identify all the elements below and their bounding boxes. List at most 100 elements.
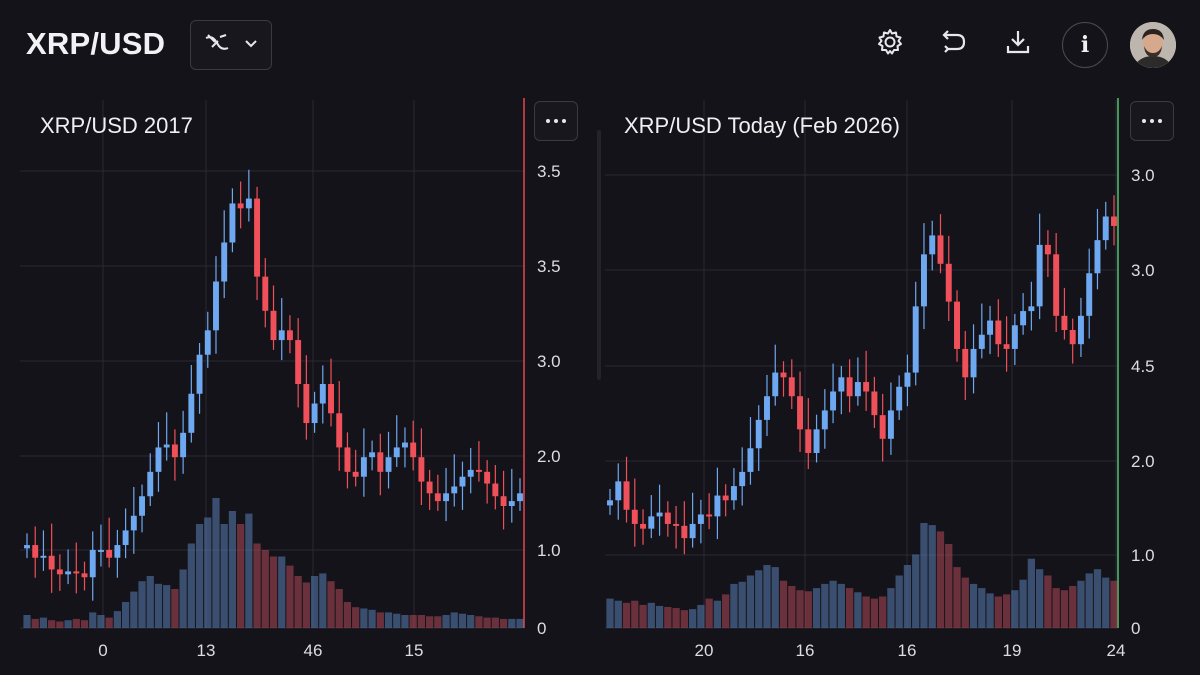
settings-button[interactable] <box>872 26 908 62</box>
candle-body <box>730 486 737 501</box>
volume-bar <box>113 611 121 628</box>
candle-body <box>871 391 878 416</box>
volume-bar <box>763 565 771 628</box>
candle-body <box>615 481 622 501</box>
candle-body <box>722 495 729 501</box>
candle-body <box>945 263 952 302</box>
volume-bar <box>697 604 705 628</box>
volume-bar <box>1102 577 1110 628</box>
volume-bar <box>171 589 179 628</box>
candle-body <box>681 525 688 539</box>
candle-body <box>904 372 911 387</box>
candle-body <box>656 512 663 517</box>
candle-body <box>978 334 985 349</box>
volume-bar <box>845 588 854 628</box>
candle-body <box>336 413 343 448</box>
right-candlestick-chart[interactable]: 0 1.0 2.0 4.5 3.0 3.0 20 16 16 19 24 <box>600 95 1200 675</box>
volume-bar <box>376 612 384 628</box>
candle-body <box>237 203 244 209</box>
candle-body <box>607 500 613 506</box>
panel-divider[interactable] <box>597 130 601 380</box>
app-title: XRP/USD <box>26 26 166 61</box>
candle-body <box>369 452 376 458</box>
volume-bar <box>746 575 755 628</box>
volume-bar <box>89 612 97 628</box>
candle-body <box>1011 325 1018 349</box>
candle-body <box>484 471 491 484</box>
replay-button[interactable] <box>936 26 972 62</box>
avatar[interactable] <box>1130 22 1176 68</box>
candle-body <box>1053 254 1060 316</box>
volume-bar <box>771 567 779 628</box>
volume-bar <box>672 608 680 628</box>
volume-bar <box>854 592 862 628</box>
volume-bar <box>779 580 788 628</box>
candle-body <box>426 481 433 494</box>
volume-bar <box>953 567 961 628</box>
candle-body <box>706 514 713 517</box>
candle-body <box>171 444 178 458</box>
candle-body <box>73 571 80 574</box>
left-chart-more-button[interactable] <box>534 101 578 141</box>
volume-bar <box>622 602 631 628</box>
volume-bar <box>994 596 1002 628</box>
candle-body <box>48 555 55 570</box>
volume-bar <box>631 600 639 628</box>
candle-body <box>714 495 721 517</box>
y-tick-label: 1.0 <box>537 541 561 560</box>
download-button[interactable] <box>1000 26 1036 62</box>
volume-bar <box>245 513 253 628</box>
candle-body <box>962 348 969 378</box>
y-tick-label: 4.5 <box>1131 357 1155 376</box>
candle-body <box>764 396 770 420</box>
volume-bar <box>426 616 434 628</box>
candle-body <box>319 384 326 404</box>
info-button[interactable]: i <box>1062 22 1108 68</box>
candle-body <box>805 429 812 453</box>
candle-body <box>987 320 994 335</box>
volume-bar <box>1027 558 1036 628</box>
candle-body <box>139 496 145 516</box>
candle-body <box>221 242 228 282</box>
left-candlestick-chart[interactable]: 0 1.0 2.0 3.0 3.5 3.5 0 13 46 15 <box>0 95 600 675</box>
volume-bar <box>434 616 442 628</box>
volume-bar <box>204 517 212 628</box>
volume-bar <box>237 524 245 628</box>
volume-bar <box>796 590 804 628</box>
volume-bar <box>1060 590 1069 628</box>
volume-bar <box>1019 579 1027 628</box>
volume-bar <box>72 618 80 628</box>
volume-bar <box>614 600 622 628</box>
candle-body <box>89 549 96 578</box>
candle-body <box>1044 244 1051 255</box>
volume-bar <box>335 589 343 628</box>
candle-body <box>1086 273 1093 316</box>
volume-bar <box>862 596 870 628</box>
right-chart-more-button[interactable] <box>1130 101 1174 141</box>
candle-body <box>879 415 886 439</box>
info-icon: i <box>1080 32 1090 58</box>
candle-body <box>262 276 269 311</box>
volume-bar <box>788 586 796 628</box>
candle-body <box>970 348 977 378</box>
candle-body <box>517 493 523 502</box>
candle-body <box>1069 330 1076 345</box>
chart-type-dropdown[interactable] <box>190 20 272 70</box>
volume-bar <box>31 618 39 628</box>
volume-bar <box>467 615 475 628</box>
volume-bar <box>278 556 286 628</box>
volume-bar <box>978 588 986 628</box>
candle-body <box>245 198 252 209</box>
volume-bar <box>688 609 697 628</box>
volume-bar <box>821 583 829 628</box>
volume-bar <box>450 612 458 628</box>
volume-bar <box>837 583 845 628</box>
candle-body <box>24 545 30 549</box>
candle-body <box>451 486 458 494</box>
right-chart-title: XRP/USD Today (Feb 2026) <box>624 113 900 138</box>
x-tick-label: 19 <box>1003 641 1022 660</box>
y-tick-label: 1.0 <box>1131 546 1155 565</box>
y-tick-label: 3.5 <box>537 162 561 181</box>
volume-bar <box>1011 590 1019 628</box>
candle-body <box>467 469 474 477</box>
